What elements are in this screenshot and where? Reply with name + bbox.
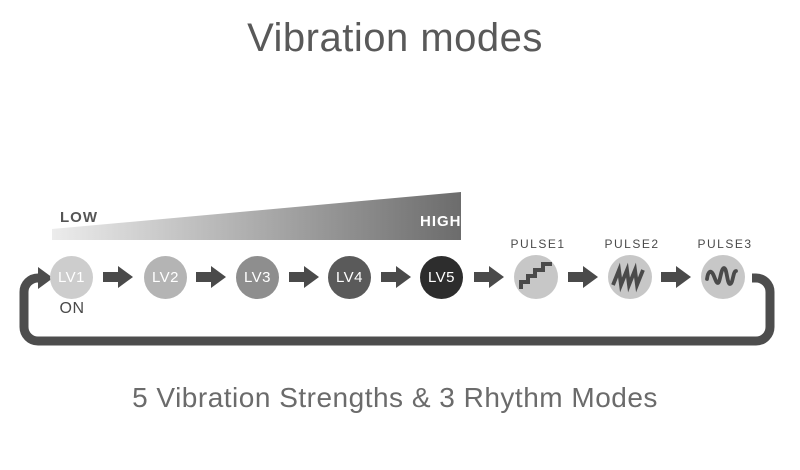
pulse3-label: PULSE3 — [697, 237, 753, 251]
right-arrow-icon — [381, 266, 411, 288]
pulse1-label: PULSE1 — [510, 237, 566, 251]
on-label: ON — [59, 300, 85, 317]
sine-wave-path — [705, 266, 738, 286]
sine-wave-icon — [705, 266, 738, 286]
sawtooth-wave-icon — [611, 262, 645, 293]
arrow-shape — [474, 266, 504, 288]
right-arrow-icon — [103, 266, 133, 288]
staircase-wave-icon — [519, 262, 552, 289]
page-title: Vibration modes — [247, 16, 543, 60]
pulse-circle-1 — [514, 255, 558, 299]
arrow-shape — [568, 266, 598, 288]
level-label: LV5 — [427, 269, 456, 286]
right-arrow-icon — [661, 266, 691, 288]
level-circle-lv1: LV1 — [50, 256, 93, 299]
level-label: LV1 — [57, 269, 86, 286]
staircase-wave-path — [519, 262, 552, 289]
level-label: LV3 — [243, 269, 272, 286]
right-arrow-icon — [289, 266, 319, 288]
level-circle-lv4: LV4 — [328, 256, 371, 299]
gradient-wedge-shape — [52, 192, 461, 240]
arrow-shape — [661, 266, 691, 288]
arrow-shape — [103, 266, 133, 288]
arrow-shape — [289, 266, 319, 288]
pulse-circle-3 — [701, 255, 745, 299]
caption-text: 5 Vibration Strengths & 3 Rhythm Modes — [132, 382, 658, 413]
level-circle-lv5: LV5 — [420, 256, 463, 299]
level-circle-lv2: LV2 — [144, 256, 187, 299]
right-arrow-icon — [568, 266, 598, 288]
arrow-shape — [381, 266, 411, 288]
pulse2-label: PULSE2 — [604, 237, 660, 251]
pulse-circle-2 — [608, 255, 652, 299]
level-circle-lv3: LV3 — [236, 256, 279, 299]
right-arrow-icon — [474, 266, 504, 288]
low-label: LOW — [60, 209, 98, 226]
high-label: HIGH — [420, 213, 462, 230]
sawtooth-wave-path — [611, 262, 645, 293]
arrow-shape — [196, 266, 226, 288]
right-arrow-icon — [196, 266, 226, 288]
intensity-gradient-wedge — [52, 192, 461, 240]
level-label: LV2 — [151, 269, 180, 286]
level-label: LV4 — [335, 269, 364, 286]
